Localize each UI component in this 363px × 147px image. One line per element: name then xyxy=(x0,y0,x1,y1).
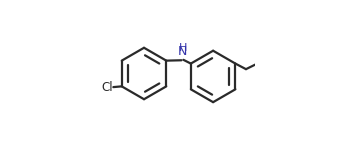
Text: H: H xyxy=(179,43,187,53)
Text: Cl: Cl xyxy=(101,81,113,94)
Text: N: N xyxy=(178,45,187,58)
